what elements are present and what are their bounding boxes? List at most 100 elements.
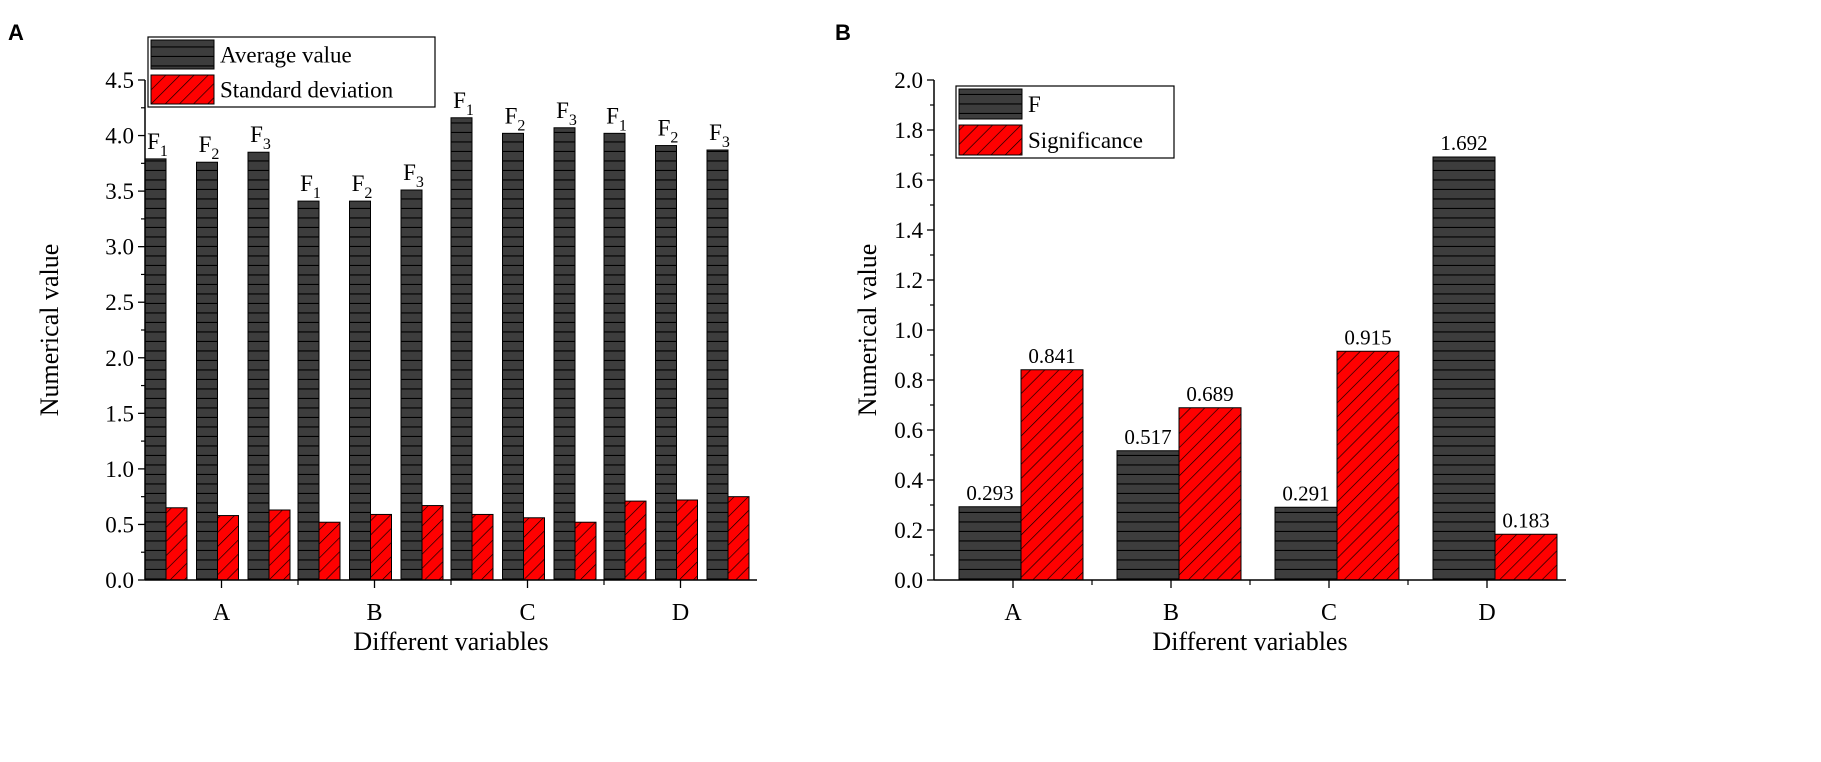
- bar-significance: [1336, 350, 1400, 581]
- data-label: 0.293: [966, 481, 1013, 505]
- bar-f: [1116, 450, 1180, 581]
- panel-label: A: [8, 20, 24, 45]
- y-tick-label: 0.0: [894, 568, 923, 593]
- legend: Average value Standard deviation: [147, 36, 436, 108]
- x-tick-label: C: [1321, 600, 1337, 626]
- legend-label: Average value: [220, 43, 352, 68]
- y-tick-label: 3.5: [105, 179, 134, 204]
- y-tick-label: 1.0: [894, 318, 923, 343]
- subgroup-label: F2: [199, 132, 220, 163]
- subgroup-label: F3: [709, 120, 730, 151]
- bar-average-value: [247, 151, 270, 581]
- bar-standard-deviation: [523, 517, 545, 581]
- legend-label: F: [1028, 92, 1041, 117]
- panel-b: B 0.0 0.2 0.4 0.6 0.8 1.0 1.2 1.4 1.6 1.8 2.0 0.293 0…: [835, 20, 1566, 656]
- x-axis-label: Different variables: [353, 627, 548, 656]
- y-tick-label: 1.0: [105, 457, 134, 482]
- subgroup-label: F2: [505, 103, 526, 134]
- y-tick-label: 1.4: [894, 218, 923, 243]
- bar-f: [1274, 506, 1338, 581]
- bar-standard-deviation: [676, 499, 698, 581]
- legend-swatch: [958, 124, 1023, 156]
- y-tick-label: 2.5: [105, 290, 134, 315]
- y-tick-label: 4.0: [105, 124, 134, 149]
- subgroup-label: F1: [453, 88, 474, 119]
- y-tick-label: 0.8: [894, 368, 923, 393]
- y-tick-label: 2.0: [894, 68, 923, 93]
- data-label: 0.915: [1344, 325, 1391, 349]
- bar-standard-deviation: [727, 496, 750, 581]
- data-label: 0.689: [1186, 382, 1233, 406]
- data-label: 1.692: [1440, 131, 1487, 155]
- data-label: 0.183: [1502, 508, 1549, 532]
- subgroup-label: F2: [658, 116, 679, 147]
- y-tick-label: 1.5: [105, 401, 134, 426]
- y-tick-label: 0.0: [105, 568, 134, 593]
- legend: F Significance: [955, 85, 1175, 159]
- bar-average-value: [349, 200, 371, 581]
- data-label: 0.841: [1028, 344, 1075, 368]
- bar-standard-deviation: [624, 500, 647, 581]
- x-tick-label: A: [213, 600, 231, 626]
- y-tick-label: 1.6: [894, 168, 923, 193]
- data-label: 0.291: [1282, 481, 1329, 505]
- legend-label: Standard deviation: [220, 78, 394, 103]
- subgroup-label: F3: [250, 122, 271, 153]
- bar-average-value: [502, 132, 524, 581]
- bar-average-value: [297, 200, 320, 581]
- x-axis-label: Different variables: [1152, 627, 1347, 656]
- bar-average-value: [144, 158, 167, 581]
- panel-a: A 0.0 0.5 1.0 1.5 2.0 2.5 3.0 3.5 4.0 4.5 F1 F2 F3 A F1…: [8, 20, 757, 656]
- x-tick-label: D: [672, 600, 689, 626]
- bar-standard-deviation: [165, 507, 188, 581]
- bar-standard-deviation: [268, 509, 291, 581]
- y-axis-label: Numerical value: [853, 244, 882, 417]
- subgroup-label: F2: [352, 171, 373, 202]
- bar-average-value: [553, 127, 576, 581]
- bar-average-value: [196, 161, 218, 581]
- y-tick-label: 1.8: [894, 118, 923, 143]
- bar-standard-deviation: [318, 521, 341, 581]
- x-tick-label: B: [1163, 600, 1179, 626]
- y-tick-label: 1.2: [894, 268, 923, 293]
- bar-significance: [1020, 369, 1084, 581]
- subgroup-label: F1: [300, 171, 321, 202]
- legend-swatch: [958, 88, 1023, 120]
- bar-standard-deviation: [370, 513, 392, 581]
- data-label: 0.517: [1124, 425, 1171, 449]
- bar-average-value: [706, 149, 729, 581]
- y-tick-label: 0.6: [894, 418, 923, 443]
- bar-average-value: [450, 117, 473, 581]
- legend-swatch: [150, 39, 215, 70]
- bar-average-value: [400, 189, 423, 581]
- bar-standard-deviation: [574, 521, 597, 581]
- y-tick-label: 0.4: [894, 468, 923, 493]
- subgroup-label: F1: [147, 129, 168, 160]
- bar-significance: [1494, 533, 1558, 581]
- bar-standard-deviation: [421, 505, 444, 581]
- subgroup-label: F3: [403, 160, 424, 191]
- subgroup-label: F3: [556, 98, 577, 129]
- bar-average-value: [655, 145, 677, 581]
- y-tick-label: 0.5: [105, 512, 134, 537]
- panel-label: B: [835, 20, 851, 45]
- subgroup-label: F1: [606, 103, 627, 134]
- x-tick-label: C: [519, 600, 535, 626]
- y-axis-label: Numerical value: [35, 244, 64, 417]
- y-tick-label: 3.0: [105, 235, 134, 260]
- bar-significance: [1178, 407, 1242, 581]
- legend-swatch: [150, 74, 215, 105]
- bar-standard-deviation: [471, 513, 494, 581]
- bar-standard-deviation: [217, 515, 239, 581]
- bar-f: [1432, 156, 1496, 581]
- bar-f: [958, 506, 1022, 581]
- y-tick-label: 2.0: [105, 346, 134, 371]
- legend-label: Significance: [1028, 128, 1143, 153]
- x-tick-label: D: [1478, 600, 1495, 626]
- y-tick-label: 4.5: [105, 68, 134, 93]
- x-tick-label: B: [366, 600, 382, 626]
- y-tick-label: 0.2: [894, 518, 923, 543]
- bar-average-value: [603, 132, 626, 581]
- x-tick-label: A: [1004, 600, 1022, 626]
